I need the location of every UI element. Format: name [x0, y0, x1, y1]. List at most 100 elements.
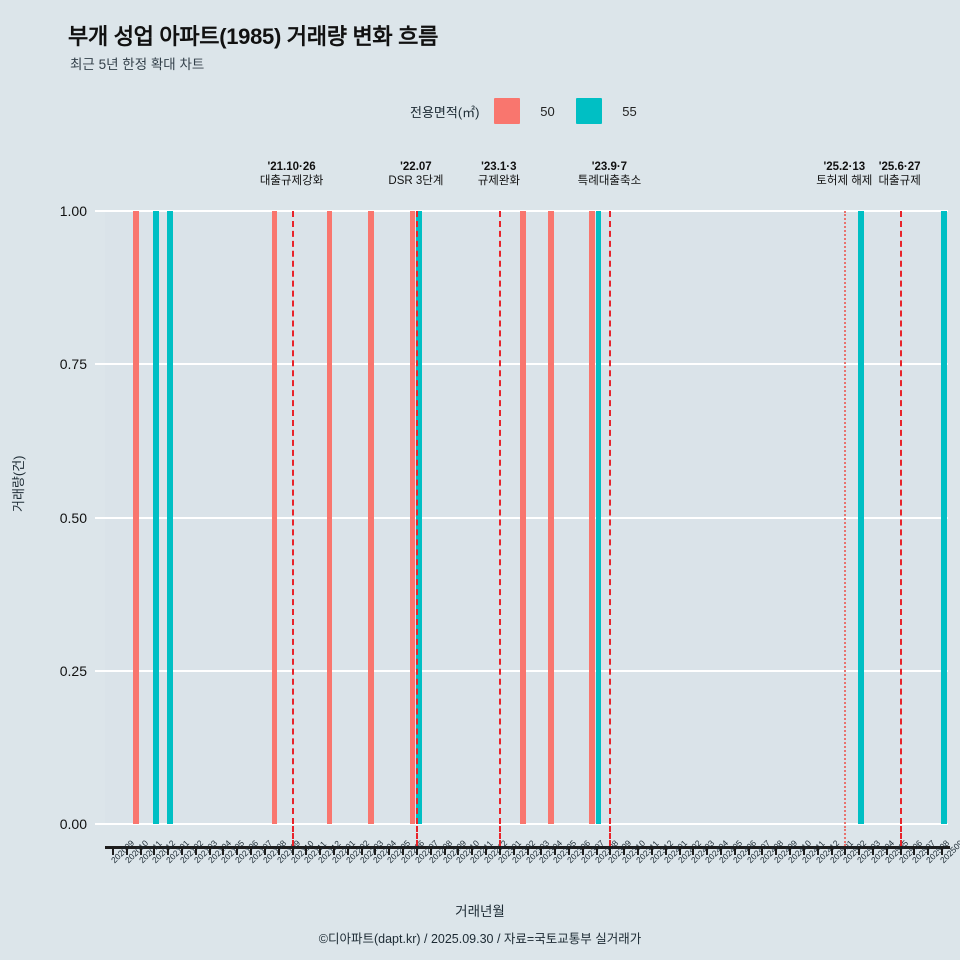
x-tick: [263, 846, 266, 855]
x-tick: [775, 846, 778, 855]
bar: [547, 211, 554, 824]
x-tick: [540, 846, 543, 855]
x-tick: [277, 846, 280, 855]
x-tick: [802, 846, 805, 855]
x-tick: [125, 846, 128, 855]
y-tick-label: 0.25: [59, 662, 87, 679]
gridline: [105, 210, 948, 212]
page-subtitle: 최근 5년 한정 확대 차트: [70, 57, 205, 72]
event-line-stub: [899, 826, 902, 846]
x-tick: [236, 846, 239, 855]
event-line: [291, 211, 294, 824]
event-annotation-text: 토허제 해제: [816, 175, 873, 188]
x-tick: [623, 846, 626, 855]
x-tick: [858, 846, 861, 855]
x-tick: [913, 846, 916, 855]
bar: [589, 211, 595, 824]
bar: [520, 211, 526, 824]
gridline: [105, 363, 948, 366]
event-line: [415, 211, 418, 824]
event-line-stub: [844, 826, 847, 846]
legend-title: 전용면적(㎡): [410, 104, 480, 120]
x-tick: [346, 846, 349, 855]
x-tick: [526, 846, 529, 855]
x-tick: [567, 846, 570, 855]
event-annotation-date: '23.9·7: [591, 161, 628, 173]
bar: [368, 211, 374, 824]
x-tick: [250, 846, 253, 855]
event-annotation-text: DSR 3단계: [388, 175, 444, 188]
event-annotation-text: 대출규제강화: [259, 175, 324, 188]
x-tick: [609, 846, 612, 855]
x-tick: [650, 846, 653, 855]
event-line: [844, 211, 847, 824]
x-tick: [485, 846, 488, 855]
y-tick-label: 0.75: [59, 356, 87, 373]
x-tick: [139, 846, 142, 855]
bar: [858, 211, 864, 824]
x-tick: [637, 846, 640, 855]
bar: [415, 211, 422, 824]
x-tick: [899, 846, 902, 855]
x-tick: [512, 846, 515, 855]
x-tick: [415, 846, 418, 855]
y-tick: [95, 516, 105, 519]
x-tick: [678, 846, 681, 855]
x-tick: [360, 846, 363, 855]
x-tick: [830, 846, 833, 855]
event-line-stub: [415, 826, 418, 846]
event-line: [498, 211, 501, 824]
event-annotation: '25.6·27 대출규제: [878, 160, 920, 190]
y-axis-title: 거래량(건): [11, 455, 26, 513]
event-line-stub: [498, 826, 501, 846]
event-annotation-date: '22.07: [400, 161, 432, 173]
bar: [326, 211, 333, 824]
event-annotation-text: 규제완화: [477, 175, 521, 188]
x-tick: [706, 846, 709, 855]
gridline: [105, 823, 948, 825]
x-tick: [111, 846, 114, 855]
y-tick: [95, 669, 105, 672]
x-tick: [429, 846, 432, 855]
x-tick: [498, 846, 501, 855]
event-annotation-date: '25.2·13: [823, 161, 866, 173]
event-annotation: '23.9·7 특례대출축소: [578, 160, 641, 190]
x-tick: [222, 846, 225, 855]
x-tick: [471, 846, 474, 855]
event-annotation-date: '21.10·26: [267, 161, 316, 173]
y-tick: [95, 210, 105, 212]
x-tick: [816, 846, 819, 855]
event-annotation-date: '25.6·27: [878, 161, 921, 173]
event-line-stub: [291, 826, 294, 846]
bar: [409, 211, 416, 824]
x-tick: [443, 846, 446, 855]
x-tick: [181, 846, 183, 855]
x-tick: [319, 846, 322, 855]
x-tick: [761, 846, 764, 855]
y-tick-label: 0.00: [59, 816, 87, 832]
x-axis-title: 거래년월: [455, 904, 505, 919]
bar: [167, 211, 173, 824]
x-tick: [885, 846, 888, 855]
x-tick: [167, 846, 170, 855]
x-tick: [457, 846, 460, 855]
x-tick: [733, 846, 736, 855]
page-title: 부개 성업 아파트(1985) 거래량 변화 흐름: [68, 24, 439, 49]
event-annotation-text: 대출규제: [878, 175, 921, 188]
bar: [153, 211, 159, 824]
x-tick: [402, 846, 405, 855]
gridline: [105, 516, 948, 519]
event-annotation: '22.07 DSR 3단계: [388, 160, 443, 190]
footer-credit: ©디아파트(dapt.kr) / 2025.09.30 / 자료=국토교통부 실…: [318, 932, 642, 946]
legend-label-55: 55: [622, 103, 637, 119]
x-tick: [194, 846, 197, 855]
x-tick: [291, 846, 294, 855]
plot-area: [105, 210, 948, 825]
x-tick: [388, 846, 391, 855]
chart-legend: 전용면적(㎡) 50 55: [410, 98, 658, 124]
event-annotation: '25.2·13 토허제 해제: [816, 160, 872, 190]
x-tick: [719, 846, 722, 855]
event-annotation-date: '23.1·3: [481, 161, 517, 173]
event-line-stub: [609, 826, 612, 846]
x-tick: [844, 846, 847, 855]
